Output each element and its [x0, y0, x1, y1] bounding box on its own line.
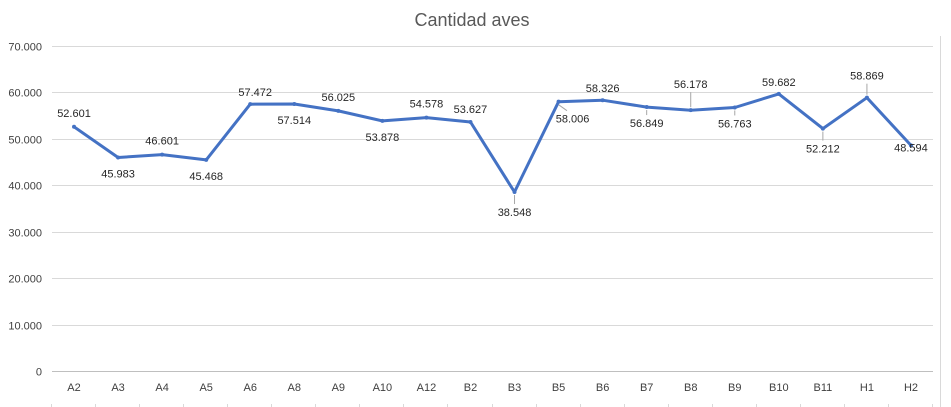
x-tick-label: A5	[199, 382, 212, 394]
data-label-leader	[558, 104, 568, 112]
x-tick-label: A3	[111, 382, 124, 394]
x-tick-label: H2	[904, 382, 918, 394]
data-point	[864, 95, 869, 100]
data-label: 56.849	[630, 118, 664, 130]
data-point	[468, 120, 473, 125]
data-label: 52.601	[57, 108, 91, 120]
series-layer	[72, 91, 913, 195]
y-tick-label: 50.000	[8, 135, 42, 147]
data-label: 58.326	[586, 83, 620, 95]
x-tick-label: B10	[769, 382, 789, 394]
x-tick-label: B5	[552, 382, 565, 394]
series-line	[72, 92, 913, 194]
data-label: 56.763	[718, 118, 752, 130]
data-label: 57.472	[238, 87, 272, 99]
x-tick-label: A6	[243, 382, 256, 394]
data-label: 38.548	[498, 207, 532, 219]
data-point	[644, 105, 649, 110]
data-label: 48.594	[894, 142, 928, 154]
y-tick-label: 40.000	[8, 181, 42, 193]
x-tick-label: A2	[67, 382, 80, 394]
data-label: 58.869	[850, 71, 884, 83]
x-tick-label: B6	[596, 382, 609, 394]
data-label: 52.212	[806, 144, 840, 156]
x-tick-label: A4	[155, 382, 168, 394]
y-tick-label: 70.000	[8, 42, 42, 54]
data-point	[204, 157, 209, 162]
data-point	[512, 190, 517, 195]
data-point	[380, 118, 385, 123]
data-labels: 52.601 45.983 46.601 45.468 57.472 57.514 56.0…	[57, 71, 928, 219]
data-label: 59.682	[762, 77, 796, 89]
x-tick-label: A9	[332, 382, 345, 394]
x-tick-label: A8	[288, 382, 301, 394]
data-point	[160, 152, 165, 157]
data-label: 56.178	[674, 79, 708, 91]
data-point	[556, 99, 561, 104]
data-label: 45.983	[101, 169, 135, 181]
data-point	[820, 126, 825, 131]
data-label: 57.514	[277, 115, 311, 127]
data-point	[336, 108, 341, 113]
x-tick-label: B3	[508, 382, 521, 394]
data-point	[116, 155, 121, 160]
gridlines	[52, 36, 941, 407]
x-tick-label: A10	[373, 382, 393, 394]
data-label: 53.878	[366, 132, 400, 144]
x-tick-label: A12	[417, 382, 437, 394]
data-point	[732, 105, 737, 110]
data-point	[600, 98, 605, 103]
data-label: 58.006	[556, 114, 590, 126]
data-point	[248, 102, 253, 107]
data-point	[72, 124, 77, 129]
data-label: 56.025	[321, 92, 355, 104]
data-point	[908, 143, 913, 148]
data-point	[776, 91, 781, 96]
y-tick-label: 30.000	[8, 228, 42, 240]
data-label: 53.627	[454, 104, 488, 116]
data-label: 45.468	[189, 171, 223, 183]
x-axis-ticks: A2 A3 A4 A5 A6 A8 A9 A10 A12 B2 B3 B5 B6 B7 B8 B9 B10 B11…	[51, 382, 933, 407]
chart-title: Cantidad aves	[414, 10, 529, 30]
data-label: 46.601	[145, 136, 179, 148]
x-tick-label: B11	[813, 382, 832, 394]
data-point	[292, 101, 297, 106]
x-tick-label: B8	[684, 382, 697, 394]
y-axis-ticks: 0 10.000 20.000 30.000 40.000 50.000 60.000 70.…	[8, 42, 42, 379]
data-point	[424, 115, 429, 120]
data-label: 54.578	[410, 99, 444, 111]
x-tick-label: B2	[464, 382, 477, 394]
data-point	[688, 108, 693, 113]
y-tick-label: 60.000	[8, 88, 42, 100]
x-tick-label: H1	[860, 382, 874, 394]
y-tick-label: 10.000	[8, 321, 42, 333]
y-tick-label: 20.000	[8, 274, 42, 286]
y-tick-label: 0	[36, 367, 42, 379]
x-tick-label: B7	[640, 382, 653, 394]
x-tick-label: B9	[728, 382, 741, 394]
